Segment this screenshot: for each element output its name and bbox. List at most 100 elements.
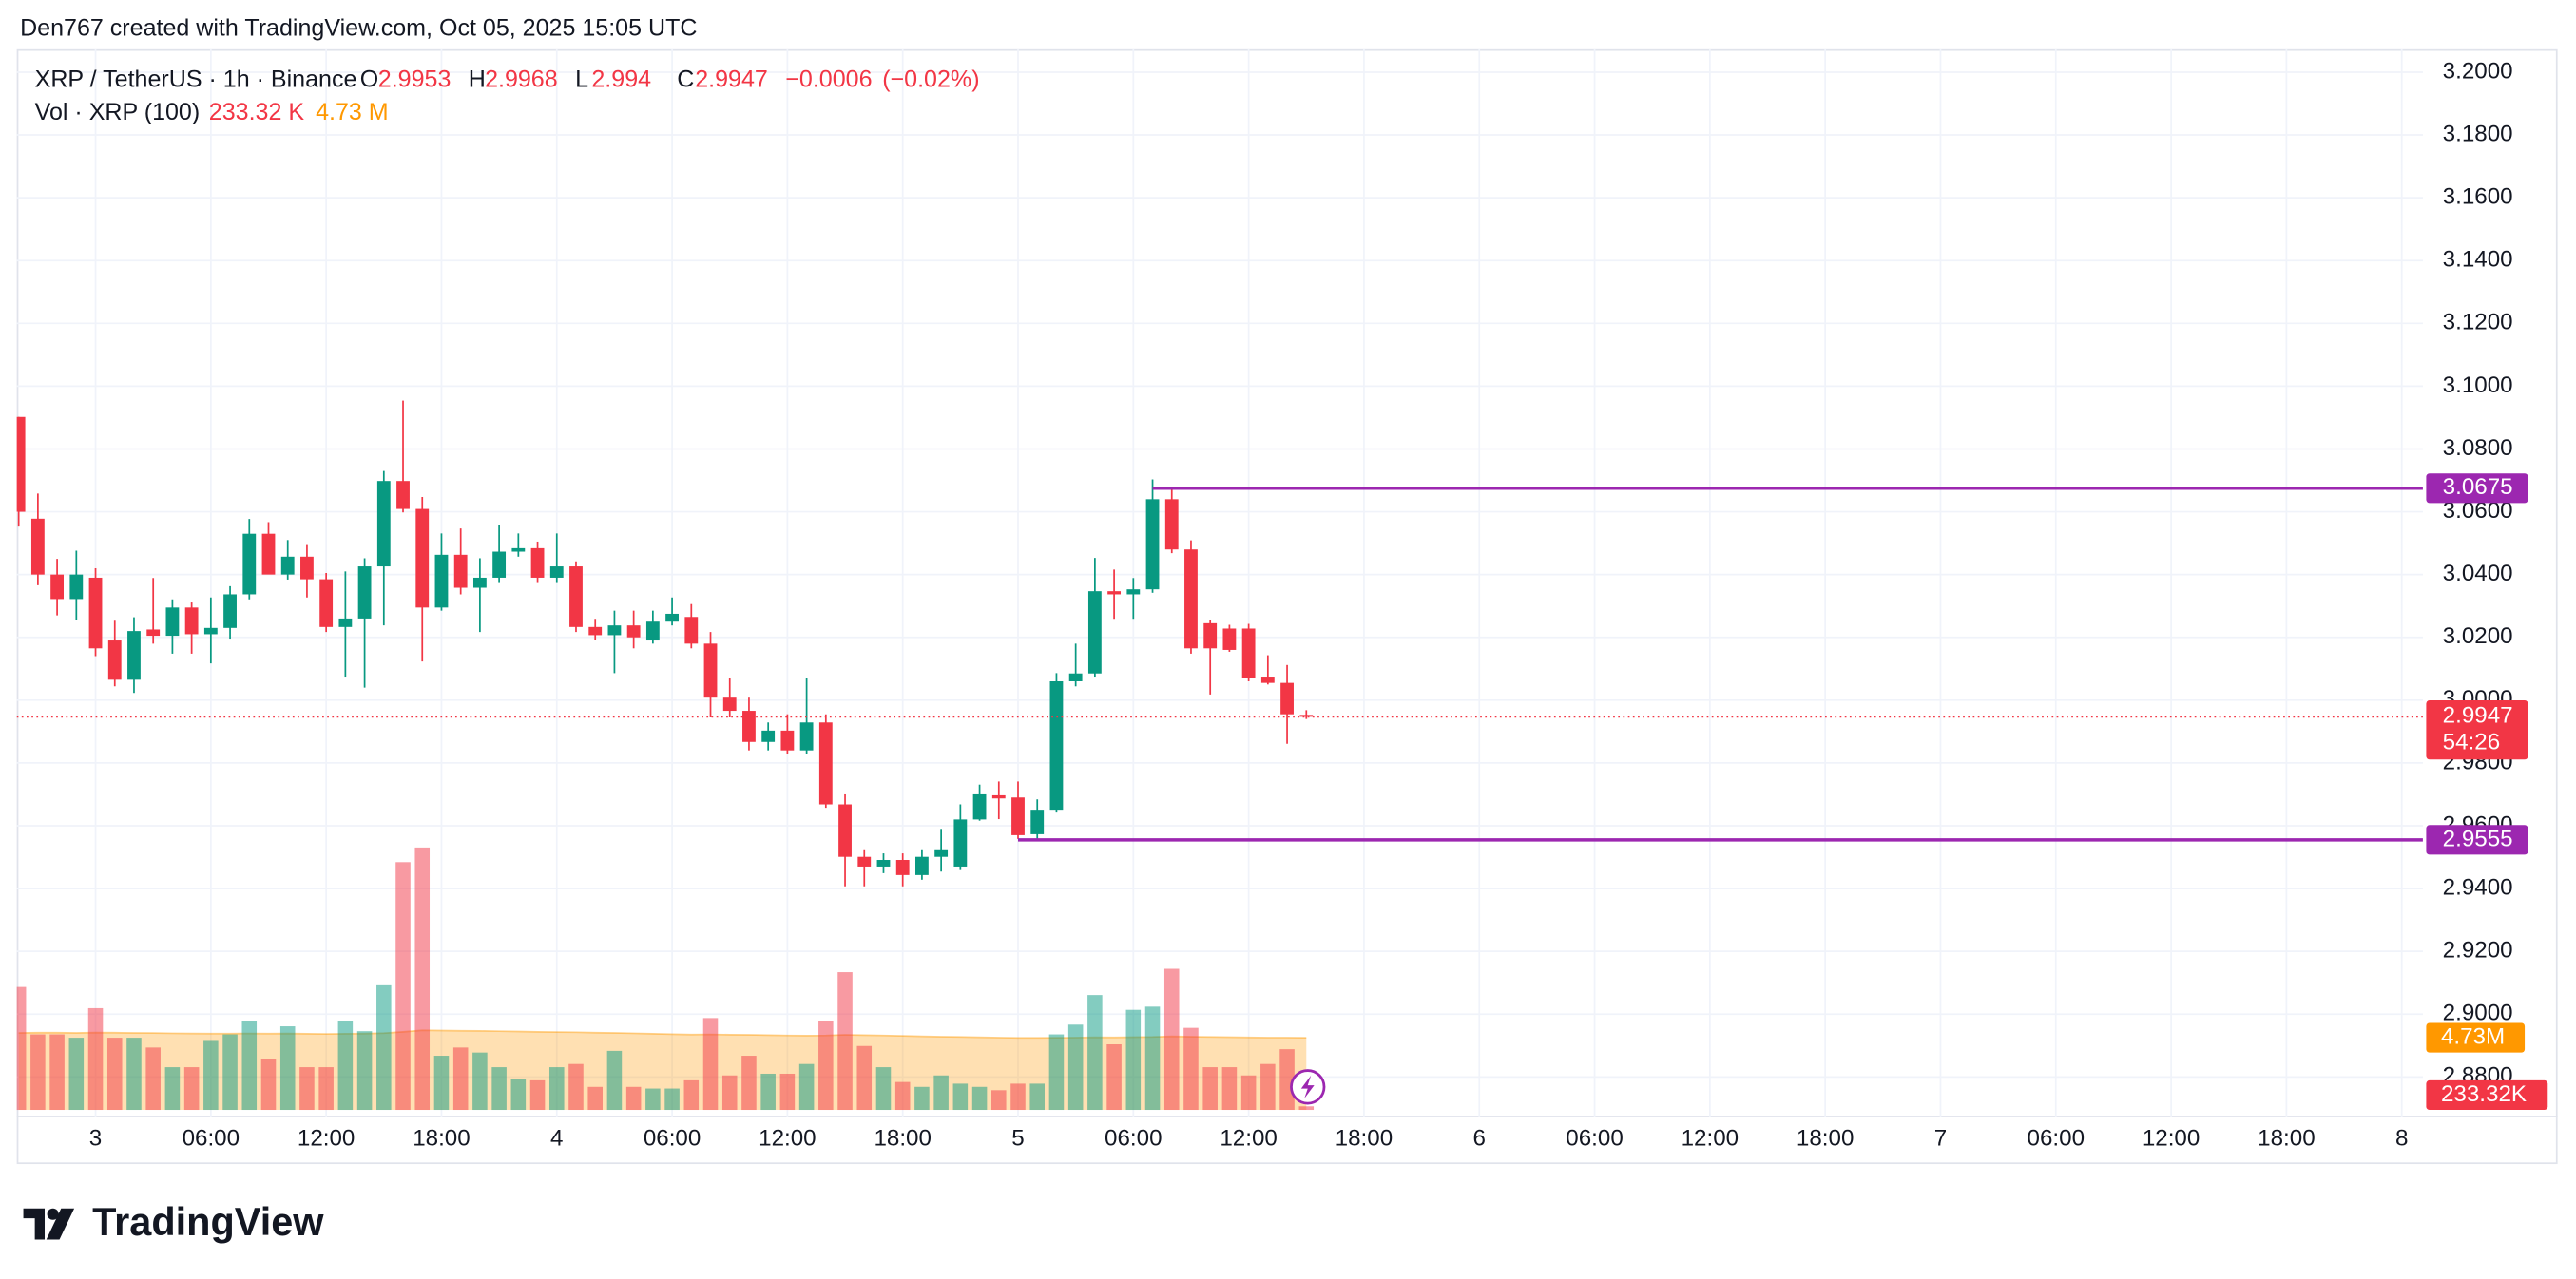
candle-body	[127, 631, 141, 680]
candle-body	[357, 566, 372, 619]
candle-body	[645, 621, 660, 641]
volume-bar	[1106, 1043, 1122, 1111]
volume-bar	[837, 972, 853, 1111]
x-tick-label: 18:00	[1336, 1126, 1394, 1152]
volume-bar	[376, 984, 392, 1111]
volume-bar	[1125, 1009, 1142, 1111]
candle-body	[492, 551, 507, 578]
volume-bar	[183, 1067, 200, 1111]
volume-bar	[798, 1063, 815, 1111]
volume-bar	[164, 1067, 181, 1111]
y-tick-label: 3.1200	[2443, 310, 2513, 335]
volume-bar	[106, 1038, 123, 1111]
volume-bar	[875, 1067, 892, 1111]
candle-body	[626, 625, 641, 638]
candle-body	[300, 556, 314, 580]
candle-body	[511, 547, 526, 552]
volume-bar	[1010, 1083, 1026, 1111]
volume-bar	[1202, 1067, 1218, 1111]
candle-body	[972, 793, 987, 820]
chart-frame	[16, 48, 2558, 1165]
y-tick-label: 3.1000	[2443, 372, 2513, 398]
volume-bar	[299, 1067, 315, 1111]
axes: 2.88002.90002.92002.94002.96002.98003.00…	[89, 58, 2548, 1152]
volume-title: Vol · XRP (100)	[35, 99, 201, 125]
volume-bar	[433, 1056, 450, 1111]
volume-bar	[222, 1034, 238, 1111]
candle-body	[88, 577, 103, 649]
x-tick-label: 18:00	[1797, 1126, 1855, 1152]
candle-body	[261, 533, 276, 575]
volume-bar	[68, 1038, 85, 1111]
y-tick-label: 2.9000	[2443, 1001, 2513, 1026]
candle-body	[838, 804, 852, 857]
volume-bar	[472, 1052, 488, 1111]
replay-icon[interactable]	[1290, 1069, 1326, 1105]
volume-bar	[126, 1038, 142, 1111]
candle-body	[742, 711, 756, 742]
candle-body	[1280, 682, 1294, 715]
x-tick-label: 06:00	[1105, 1126, 1162, 1152]
x-tick-label: 3	[89, 1126, 102, 1152]
last-price-label: 2.9947	[2443, 703, 2513, 729]
candle-body	[761, 730, 776, 742]
x-tick-label: 8	[2395, 1126, 2408, 1152]
x-tick-label: 06:00	[1566, 1126, 1624, 1152]
y-tick-label: 3.1600	[2443, 184, 2513, 210]
candle-body	[991, 794, 1006, 799]
volume-bar	[241, 1021, 258, 1111]
volume-bar	[1298, 1106, 1315, 1111]
volume-bar	[279, 1026, 296, 1111]
candle-body	[223, 594, 237, 628]
change-pct: (−0.02%)	[882, 66, 979, 92]
candle-body	[684, 617, 699, 644]
volume-bar	[856, 1045, 873, 1111]
volume-legend-value: 233.32 K	[209, 99, 305, 125]
x-tick-label: 06:00	[644, 1126, 702, 1152]
ohlc-value: 2.9947	[695, 66, 768, 92]
candle-body	[530, 547, 545, 578]
candle-body	[1049, 680, 1064, 811]
candle-body	[396, 481, 410, 509]
volume-bar	[664, 1088, 680, 1111]
ohlc-name: C	[677, 66, 694, 92]
candle-body	[1011, 797, 1025, 835]
change: −0.0006	[785, 66, 872, 92]
x-tick-label: 12:00	[759, 1126, 817, 1152]
candle-body	[703, 643, 718, 698]
volume-bar	[683, 1079, 700, 1111]
candle-body	[165, 607, 180, 637]
brand-name: TradingView	[92, 1199, 324, 1244]
candle-body	[895, 860, 910, 875]
x-tick-label: 18:00	[2258, 1126, 2316, 1152]
x-tick-label: 4	[550, 1126, 563, 1152]
volume-bar	[452, 1047, 469, 1111]
candle-body	[434, 554, 449, 608]
price-tag-label: 3.0675	[2443, 474, 2513, 500]
volume-bar	[702, 1018, 719, 1111]
y-tick-label: 3.0800	[2443, 435, 2513, 461]
candle-body	[280, 556, 295, 575]
last-price-tag	[2426, 700, 2528, 760]
x-tick-label: 12:00	[1220, 1126, 1278, 1152]
volume-bar	[914, 1086, 930, 1111]
volume-tag	[2426, 1079, 2548, 1111]
candle-body	[915, 856, 929, 875]
price-tag	[2426, 825, 2528, 855]
volume-bar	[894, 1081, 911, 1111]
volume-bar	[645, 1088, 661, 1111]
volume-tag-label: 233.32K	[2441, 1081, 2527, 1107]
candle-body	[30, 518, 45, 575]
volume-bar	[1163, 968, 1180, 1111]
candle-body	[607, 625, 622, 636]
ohlc-value: 2.9953	[378, 66, 452, 92]
x-tick-label: 12:00	[1682, 1126, 1740, 1152]
volume-bar	[1067, 1024, 1084, 1111]
ohlc-name: L	[575, 66, 588, 92]
candle-body	[1260, 677, 1275, 683]
volume-bar	[587, 1086, 603, 1111]
candle-body	[1087, 591, 1102, 674]
x-tick-label: 06:00	[2028, 1126, 2086, 1152]
candle-body	[146, 629, 161, 637]
volume-bar	[337, 1021, 354, 1111]
